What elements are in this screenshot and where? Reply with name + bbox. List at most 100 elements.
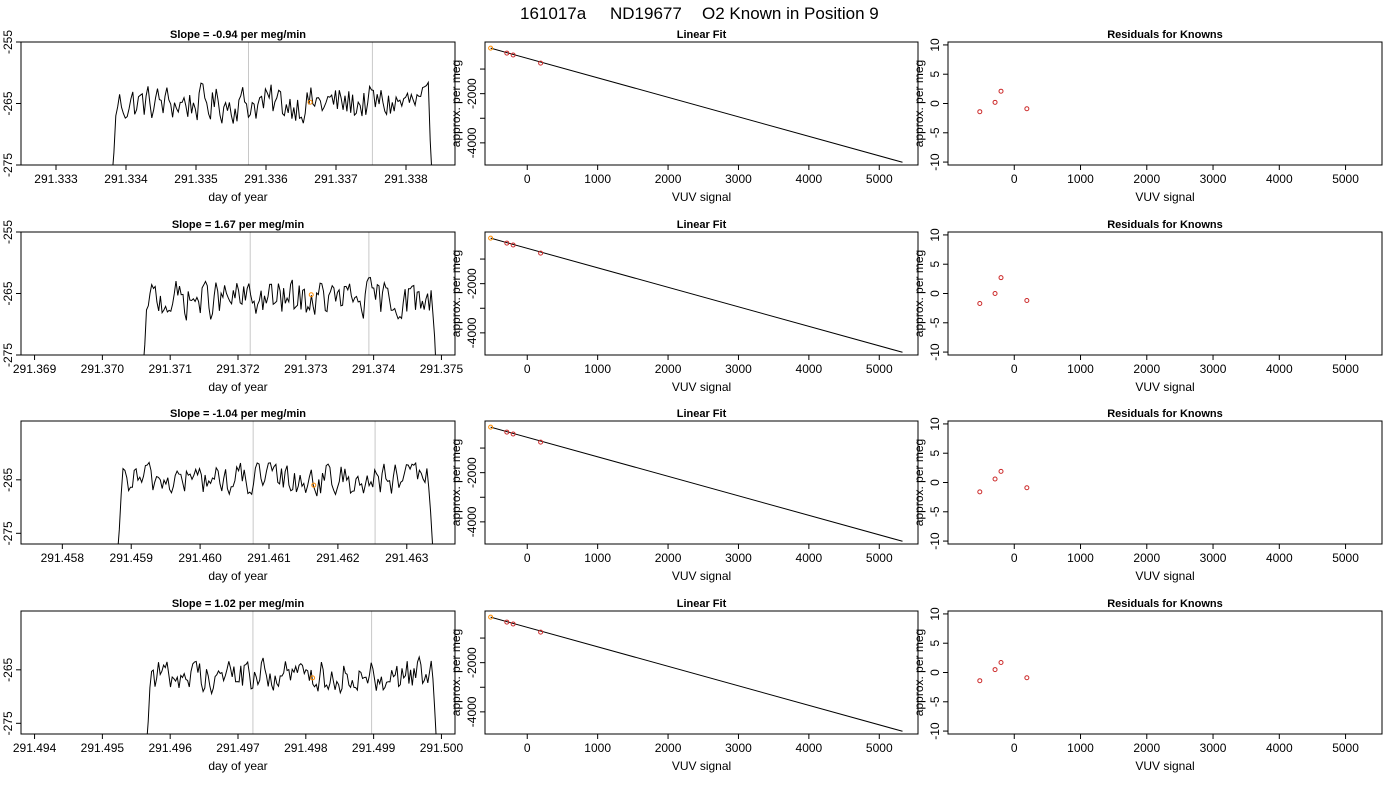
plot-frame bbox=[947, 610, 1383, 735]
y-tick-label: 10 bbox=[928, 38, 942, 52]
x-tick-label: 291.337 bbox=[314, 172, 358, 186]
panel-title: Slope = 1.67 per meg/min bbox=[172, 219, 305, 231]
x-tick-label: 4000 bbox=[796, 741, 823, 755]
x-tick-label: 5000 bbox=[1332, 362, 1359, 376]
plot-frame bbox=[20, 41, 456, 166]
y-tick-label: -2000 bbox=[465, 78, 479, 109]
x-tick-label: 2000 bbox=[1133, 362, 1160, 376]
data-trace bbox=[117, 461, 434, 544]
plot-area bbox=[977, 88, 1030, 115]
standard-point bbox=[504, 240, 510, 246]
y-axis-title: approx. per meg bbox=[912, 250, 926, 337]
x-tick-label: 291.496 bbox=[148, 741, 192, 755]
y-tick-label: -4000 bbox=[465, 317, 479, 348]
y-tick-label: 5 bbox=[928, 71, 942, 78]
panel-residual-row4: Residuals for Knowns 0 1000 2000 3000 4000 500… bbox=[912, 598, 1383, 773]
x-tick-label: 291.460 bbox=[178, 551, 222, 565]
known-point bbox=[488, 614, 494, 620]
y-tick-label: -5 bbox=[928, 506, 942, 517]
y-tick-label: -2000 bbox=[465, 268, 479, 299]
x-tick-label: 5000 bbox=[866, 172, 893, 186]
x-tick-label: 291.373 bbox=[284, 362, 328, 376]
x-tick-label: 291.498 bbox=[284, 741, 328, 755]
x-tick-label: 0 bbox=[524, 172, 531, 186]
x-tick-label: 3000 bbox=[725, 551, 752, 565]
panel-title: Residuals for Knowns bbox=[1107, 598, 1223, 610]
x-tick-label: 1000 bbox=[584, 172, 611, 186]
x-tick-label: 0 bbox=[1011, 551, 1018, 565]
y-tick-label: -10 bbox=[928, 153, 942, 171]
x-tick-label: 0 bbox=[524, 362, 531, 376]
residual-point bbox=[977, 678, 983, 684]
plot-area bbox=[488, 45, 903, 163]
y-axis-title: approx. per meg bbox=[912, 439, 926, 526]
y-tick-label: 0 bbox=[928, 479, 942, 486]
y-tick-label: -265 bbox=[1, 281, 15, 305]
y-tick-label: -4000 bbox=[465, 506, 479, 537]
y-axis-title: approx. per meg bbox=[449, 60, 463, 147]
y-tick-label: -5 bbox=[928, 317, 942, 328]
x-tick-label: 1000 bbox=[1067, 551, 1094, 565]
known-sample-point bbox=[311, 482, 317, 488]
y-tick-label: -10 bbox=[928, 722, 942, 740]
x-tick-label: 3000 bbox=[725, 172, 752, 186]
plot-frame bbox=[20, 420, 456, 545]
x-tick-label: 4000 bbox=[1266, 362, 1293, 376]
panel-title: Slope = -0.94 per meg/min bbox=[170, 29, 306, 41]
plot-frame bbox=[484, 231, 919, 356]
standard-point bbox=[510, 242, 516, 248]
residual-point bbox=[977, 489, 983, 495]
x-tick-label: 291.461 bbox=[247, 551, 291, 565]
x-tick-label: 291.499 bbox=[352, 741, 396, 755]
residual-point bbox=[977, 300, 983, 306]
panel-title: Slope = 1.02 per meg/min bbox=[172, 598, 305, 610]
fit-line bbox=[490, 47, 903, 163]
standard-point bbox=[504, 50, 510, 56]
x-tick-label: 4000 bbox=[1266, 172, 1293, 186]
data-trace bbox=[112, 80, 432, 165]
fit-line bbox=[490, 616, 903, 732]
x-axis-title: VUV signal bbox=[672, 569, 731, 583]
plot-area bbox=[488, 235, 903, 353]
plot-frame bbox=[947, 420, 1383, 545]
y-tick-label: -2000 bbox=[465, 457, 479, 488]
y-tick-label: -275 bbox=[1, 521, 15, 545]
x-axis-title: VUV signal bbox=[672, 759, 731, 773]
plot-area bbox=[977, 660, 1030, 684]
x-tick-label: 1000 bbox=[1067, 172, 1094, 186]
y-axis-title: approx. per meg bbox=[449, 439, 463, 526]
plot-frame bbox=[947, 41, 1383, 166]
y-tick-label: 5 bbox=[928, 640, 942, 647]
panel-fit-row2: Linear Fit 0 1000 2000 3000 4000 5000 -4000 -200… bbox=[449, 219, 919, 394]
y-tick-label: 10 bbox=[928, 417, 942, 431]
known-sample-point bbox=[310, 675, 316, 681]
x-axis-title: day of year bbox=[208, 380, 267, 394]
data-trace bbox=[146, 655, 437, 734]
x-axis-title: day of year bbox=[208, 190, 267, 204]
standard-point bbox=[504, 429, 510, 435]
x-tick-label: 3000 bbox=[1200, 362, 1227, 376]
x-tick-label: 1000 bbox=[584, 551, 611, 565]
y-axis-title: approx. per meg bbox=[912, 60, 926, 147]
main-title-tank: ND19677 bbox=[610, 4, 682, 23]
x-tick-label: 291.336 bbox=[244, 172, 288, 186]
y-tick-label: 0 bbox=[928, 100, 942, 107]
panel-residual-row3: Residuals for Knowns 0 1000 2000 3000 4000 500… bbox=[912, 408, 1383, 583]
x-tick-label: 291.500 bbox=[420, 741, 464, 755]
y-tick-label: -255 bbox=[1, 220, 15, 244]
y-tick-label: -265 bbox=[1, 467, 15, 491]
known-point bbox=[488, 45, 494, 51]
x-tick-label: 291.462 bbox=[316, 551, 360, 565]
panel-residual-row2: Residuals for Knowns 0 1000 2000 3000 4000 500… bbox=[912, 219, 1383, 394]
x-tick-label: 291.335 bbox=[174, 172, 218, 186]
panel-title: Linear Fit bbox=[677, 29, 727, 41]
residual-point bbox=[992, 667, 998, 673]
panel-residual-row1: Residuals for Knowns 0 1000 2000 3000 4000 500… bbox=[912, 29, 1383, 204]
y-axis-title: approx. per meg bbox=[912, 629, 926, 716]
y-tick-label: -5 bbox=[928, 127, 942, 138]
x-axis-title: VUV signal bbox=[1135, 759, 1194, 773]
plot-area bbox=[977, 275, 1030, 306]
y-tick-label: -265 bbox=[1, 657, 15, 681]
x-tick-label: 5000 bbox=[1332, 172, 1359, 186]
